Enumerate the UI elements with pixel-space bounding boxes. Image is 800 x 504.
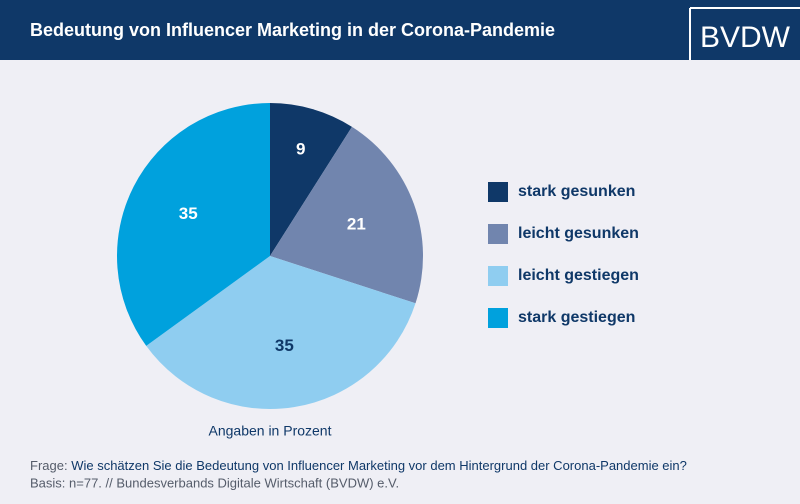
chart-title: Bedeutung von Influencer Marketing in de… bbox=[30, 20, 555, 40]
pie-slice bbox=[117, 103, 270, 346]
header-bar bbox=[0, 0, 800, 60]
pie-slice bbox=[270, 103, 352, 256]
pie-slice bbox=[270, 126, 424, 304]
legend-label: leicht gesunken bbox=[518, 225, 639, 242]
question-label: Frage: bbox=[30, 458, 68, 473]
legend-swatch bbox=[488, 266, 508, 286]
legend-swatch bbox=[488, 224, 508, 244]
legend-label: stark gestiegen bbox=[518, 309, 635, 326]
pie-slice bbox=[146, 256, 416, 410]
footer-question: Frage: Wie schätzen Sie die Bedeutung vo… bbox=[30, 458, 687, 473]
data-label: 21 bbox=[347, 214, 366, 233]
data-label: 9 bbox=[296, 140, 305, 159]
question: Wie schätzen Sie die Bedeutung von Influ… bbox=[71, 458, 687, 473]
note: Angaben in Prozent bbox=[209, 423, 332, 439]
legend-swatch bbox=[488, 182, 508, 202]
data-label: 35 bbox=[275, 336, 294, 355]
legend-label: leicht gestiegen bbox=[518, 267, 639, 284]
footer-basis: Basis: n=77. // Bundesverbands Digitale … bbox=[30, 475, 399, 490]
legend-label: stark gesunken bbox=[518, 183, 635, 200]
legend-swatch bbox=[488, 308, 508, 328]
logo: BVDW bbox=[700, 21, 791, 54]
data-label: 35 bbox=[179, 204, 198, 223]
